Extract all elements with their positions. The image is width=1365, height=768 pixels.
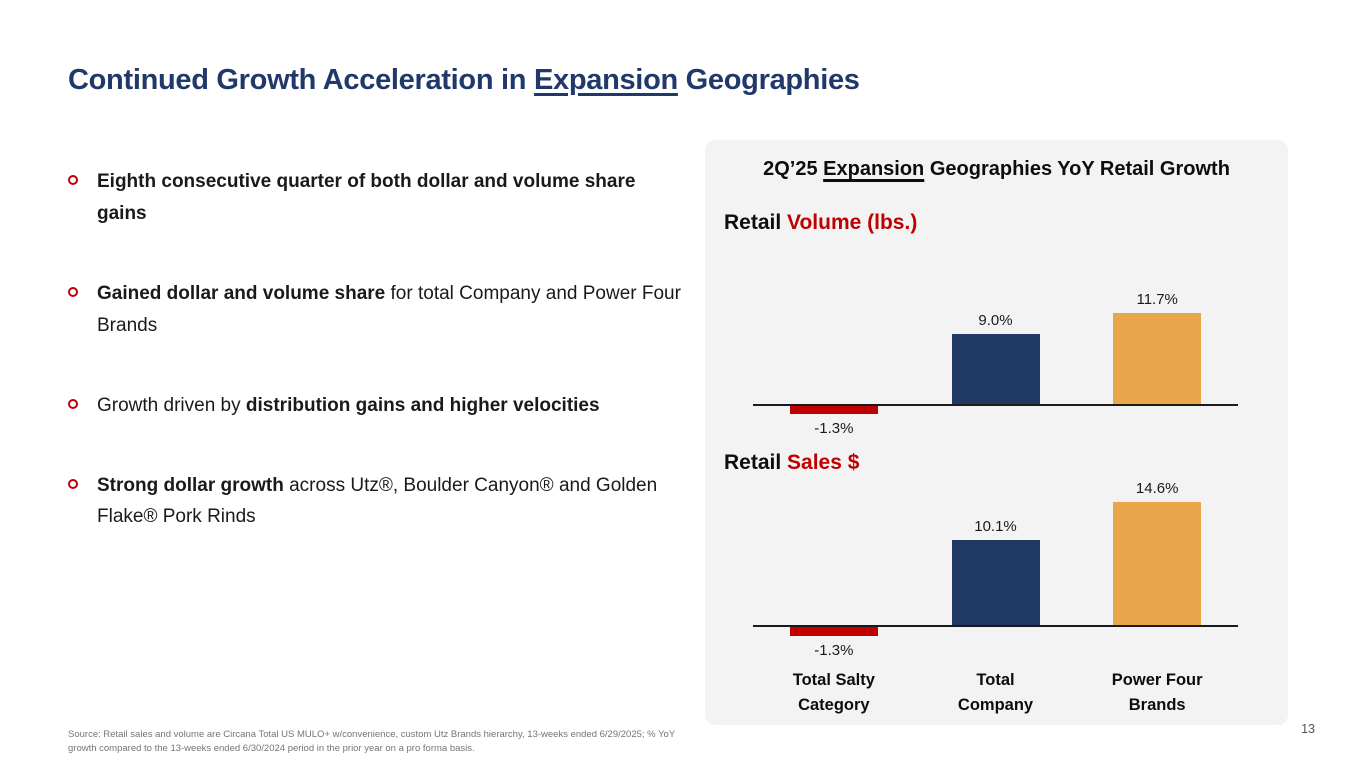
bullet-text: Growth driven by distribution gains and … — [97, 394, 600, 416]
bar-total-salty-category — [789, 404, 878, 415]
chart-category-labels: Total Salty Category Total Company Power Fou… — [753, 668, 1238, 718]
bullet-marker-icon — [68, 286, 78, 297]
category-label-total-salty-category: Total Salty Category — [792, 671, 875, 714]
bullet-list: Eighth consecutive quarter of both dolla… — [68, 166, 683, 581]
bar-value-label: 10.1% — [974, 518, 1017, 536]
page-number: 13 — [1301, 722, 1315, 736]
bar-value-label: -1.3% — [814, 641, 854, 659]
bullet-marker-icon — [68, 175, 78, 185]
title-suffix: Geographies — [677, 64, 860, 96]
bar-value-label: 9.0% — [978, 311, 1013, 329]
bullet-item: Gained dollar and volume share for total… — [68, 278, 683, 342]
bar-total-company — [951, 540, 1040, 625]
bar-power-four-brands — [1113, 312, 1202, 404]
bullet-text: Strong dollar growth across Utz®, Boulde… — [97, 474, 658, 528]
bar-slot-total-salty-category: -1.3% — [753, 290, 915, 444]
retail-volume-heading: Retail Volume (lbs.) — [724, 211, 917, 235]
retail-sales-bar-chart: -1.3% 10.1% 14.6% — [753, 480, 1238, 665]
bar-value-label: 11.7% — [1136, 290, 1178, 308]
bullet-item: Eighth consecutive quarter of both dolla… — [68, 166, 683, 230]
category-label-total-company: Total Company — [957, 671, 1034, 714]
source-footnote: Source: Retail sales and volume are Circ… — [68, 729, 676, 754]
bar-power-four-brands — [1113, 502, 1202, 625]
chart-axis-line — [753, 625, 1238, 627]
bar-slot-total-company: 9.0% — [915, 290, 1077, 444]
panel-title-underlined-word: Expansion — [823, 158, 925, 180]
expansion-geographies-panel: 2Q’25 Expansion Geographies YoY Retail G… — [705, 140, 1288, 725]
bar-value-label: 14.6% — [1135, 480, 1179, 498]
category-label-power-four-brands: Power Four Brands — [1111, 671, 1203, 714]
retail-sales-heading-red: Sales $ — [787, 451, 860, 474]
bullet-item: Strong dollar growth across Utz®, Boulde… — [68, 470, 683, 534]
retail-sales-heading-black: Retail — [724, 451, 788, 474]
bar-slot-total-company: 10.1% — [915, 480, 1077, 665]
retail-volume-heading-red: Volume (lbs.) — [787, 211, 918, 234]
bar-value-label: -1.3% — [814, 420, 854, 438]
title-underlined-word: Expansion — [533, 64, 678, 96]
chart-axis-line — [753, 404, 1238, 406]
bullet-text: Eighth consecutive quarter of both dolla… — [97, 171, 636, 224]
bar-slot-power-four-brands: 11.7% — [1076, 290, 1238, 444]
bullet-item: Growth driven by distribution gains and … — [68, 390, 683, 422]
title-prefix: Continued Growth Acceleration in — [68, 64, 534, 96]
bullet-text: Gained dollar and volume share for total… — [97, 282, 681, 336]
panel-title-prefix: 2Q’25 — [763, 158, 824, 180]
retail-sales-heading: Retail Sales $ — [724, 451, 859, 475]
bullet-marker-icon — [68, 478, 78, 489]
retail-volume-bar-chart: -1.3% 9.0% 11.7% — [753, 290, 1238, 444]
slide-title: Continued Growth Acceleration in Expansi… — [68, 64, 860, 97]
panel-title-suffix: Geographies YoY Retail Growth — [924, 158, 1230, 180]
panel-title: 2Q’25 Expansion Geographies YoY Retail G… — [705, 158, 1288, 181]
bar-total-salty-category — [789, 625, 878, 636]
bar-total-company — [951, 333, 1040, 404]
retail-volume-heading-black: Retail — [724, 211, 788, 234]
bar-slot-power-four-brands: 14.6% — [1076, 480, 1238, 665]
bar-slot-total-salty-category: -1.3% — [753, 480, 915, 665]
bullet-marker-icon — [68, 398, 78, 409]
